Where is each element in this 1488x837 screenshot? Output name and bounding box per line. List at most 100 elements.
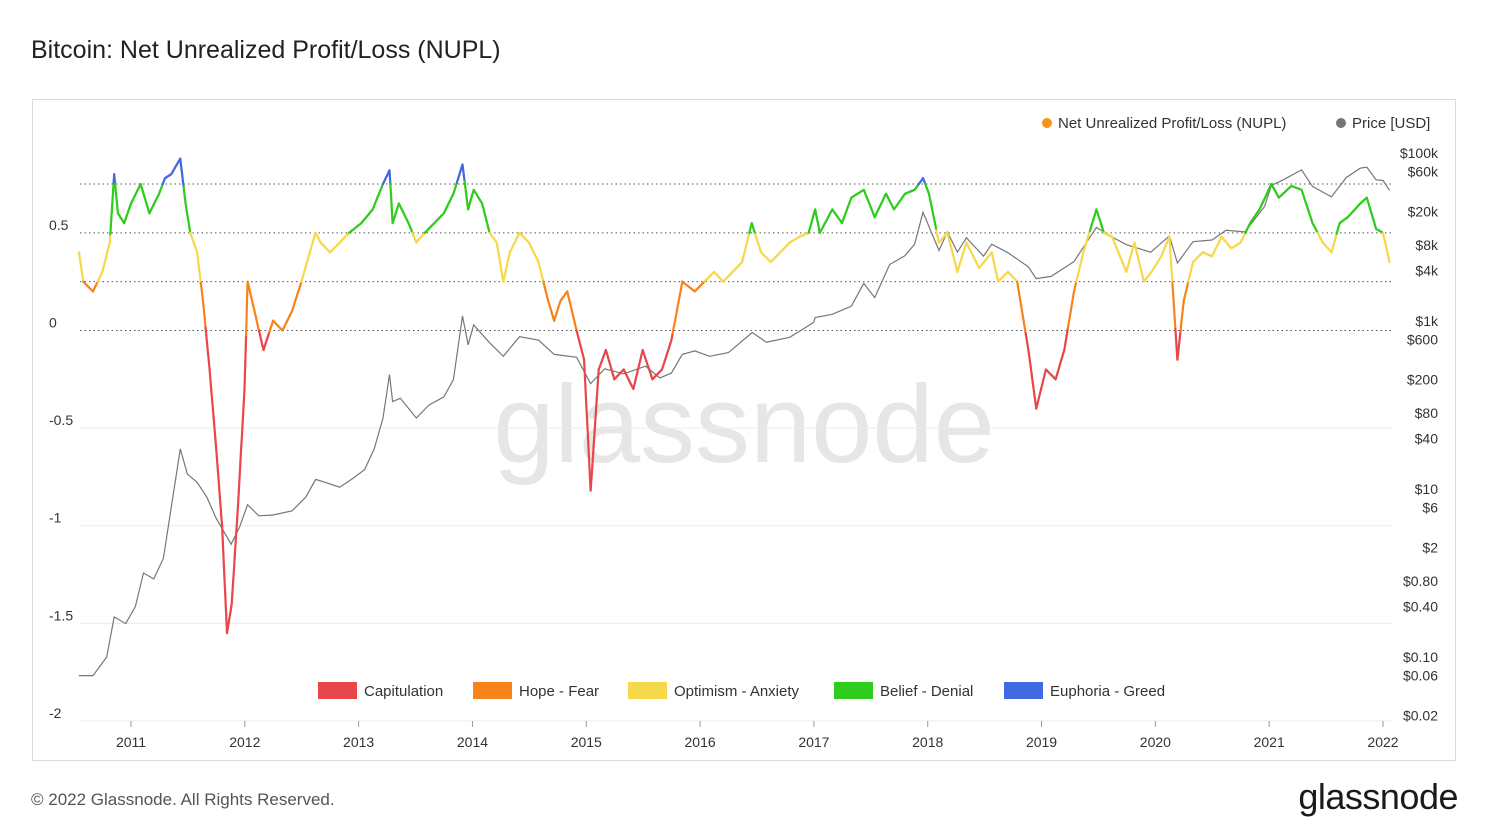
nupl-segment <box>593 413 597 432</box>
nupl-segment <box>201 300 205 311</box>
nupl-segment <box>671 324 676 334</box>
nupl-segment <box>1020 306 1024 317</box>
nupl-segment <box>589 474 593 492</box>
nupl-segment <box>215 456 219 469</box>
y-left-tick-label: 0 <box>49 314 57 330</box>
grid-lines <box>80 183 1392 722</box>
nupl-segment <box>1028 356 1032 366</box>
legend-top-label: Price [USD] <box>1352 115 1430 132</box>
y-right-tick-label: $80 <box>1415 405 1439 421</box>
nupl-segment <box>239 446 243 464</box>
legends: Net Unrealized Profit/Loss (NUPL) Price [… <box>318 115 1430 700</box>
nupl-segment <box>236 490 240 508</box>
nupl-segment <box>677 295 681 305</box>
nupl-segment <box>237 475 241 493</box>
nupl-segment <box>587 440 591 459</box>
nupl-segment <box>111 190 115 201</box>
nupl-segment <box>1031 378 1035 388</box>
legend-swatch <box>318 682 357 699</box>
x-tick-label: 2014 <box>457 734 488 750</box>
nupl-segment <box>110 207 114 219</box>
nupl-segment <box>587 456 591 476</box>
nupl-segment <box>242 387 246 405</box>
nupl-segment <box>1016 280 1020 292</box>
nupl-segment <box>218 495 222 508</box>
x-tick-label: 2021 <box>1254 734 1285 750</box>
nupl-segment <box>1071 290 1076 300</box>
y-right-tick-label: $4k <box>1415 262 1439 278</box>
x-tick-label: 2019 <box>1026 734 1057 750</box>
y-right-tick-label: $600 <box>1407 332 1438 348</box>
legend-bottom-label: Euphoria - Greed <box>1050 683 1165 700</box>
nupl-segment <box>211 407 215 420</box>
nupl-segment <box>109 215 113 227</box>
nupl-segment <box>675 302 680 312</box>
nupl-segment <box>218 485 221 498</box>
nupl-segment <box>111 181 115 193</box>
nupl-segment <box>205 334 209 345</box>
legend-dot <box>1336 118 1346 128</box>
nupl-segment <box>210 387 214 400</box>
legend-bottom-label: Belief - Denial <box>880 683 973 700</box>
price-series <box>78 166 1391 677</box>
y-right-tick-label: $0.40 <box>1403 598 1438 614</box>
nupl-segment <box>1176 351 1180 361</box>
x-tick-label: 2020 <box>1140 734 1171 750</box>
nupl-segment <box>1018 297 1023 309</box>
nupl-segment <box>1023 323 1027 334</box>
nupl-segment <box>219 505 223 518</box>
nupl-segment <box>238 461 242 478</box>
nupl-segment <box>670 331 674 342</box>
nupl-segment <box>594 398 598 416</box>
nupl-segment <box>596 368 600 386</box>
nupl-segment <box>232 566 236 581</box>
nupl-segment <box>206 351 210 363</box>
legend-swatch <box>1004 682 1043 699</box>
chart-title: Bitcoin: Net Unrealized Profit/Loss (NUP… <box>31 36 501 64</box>
x-tick-label: 2013 <box>343 734 374 750</box>
nupl-segment <box>241 402 245 420</box>
nupl-segment <box>230 590 234 605</box>
nupl-segment <box>236 505 240 520</box>
nupl-segment <box>233 541 237 557</box>
nupl-segment <box>591 444 595 462</box>
y-right-tick-label: $0.10 <box>1403 649 1438 665</box>
legend-swatch <box>628 682 667 699</box>
x-tick-label: 2018 <box>912 734 943 750</box>
nupl-segment <box>1174 327 1178 346</box>
y-left-tick-label: -0.5 <box>49 412 73 428</box>
nupl-segment <box>233 553 236 569</box>
y-right-tick-label: $200 <box>1407 372 1438 388</box>
nupl-segment <box>203 317 207 328</box>
nupl-segment <box>1170 266 1174 284</box>
nupl-segment <box>108 232 112 244</box>
nupl-segment <box>224 591 227 608</box>
nupl-segment <box>234 529 238 544</box>
nupl-segment <box>1032 385 1036 395</box>
nupl-segment <box>221 524 224 541</box>
nupl-segment <box>222 551 225 568</box>
legend-swatch <box>834 682 873 699</box>
nupl-segment <box>1169 251 1173 269</box>
nupl-segment <box>212 417 216 430</box>
nupl-segment <box>1172 297 1176 315</box>
y-right-tick-label: $100k <box>1400 145 1439 161</box>
brand-logo[interactable]: glassnode <box>1298 776 1458 817</box>
nupl-segment <box>222 564 226 581</box>
y-right-tick-label: $0.02 <box>1403 708 1438 724</box>
nupl-segment <box>1065 326 1070 337</box>
nupl-segment <box>221 538 225 554</box>
y-right-tick-label: $20k <box>1408 204 1439 220</box>
legend-dot <box>1042 118 1052 128</box>
nupl-segment <box>590 459 594 477</box>
nupl-segment <box>1027 348 1031 359</box>
x-tick-label: 2017 <box>798 734 829 750</box>
nupl-segment <box>672 317 677 327</box>
x-tick-label: 2012 <box>229 734 260 750</box>
nupl-segment <box>1387 257 1391 264</box>
nupl-segment <box>241 417 244 435</box>
nupl-segment <box>1067 312 1072 322</box>
nupl-series <box>77 157 1391 635</box>
y-right-tick-label: $1k <box>1415 313 1439 329</box>
